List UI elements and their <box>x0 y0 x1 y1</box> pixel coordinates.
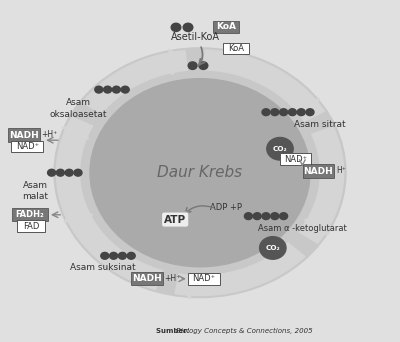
Circle shape <box>90 79 310 267</box>
Circle shape <box>48 169 56 176</box>
Text: Sumber:: Sumber: <box>156 328 192 334</box>
Text: KoA: KoA <box>216 22 236 31</box>
Text: CO₂: CO₂ <box>273 146 287 152</box>
Polygon shape <box>299 127 344 243</box>
Text: KoA: KoA <box>228 44 244 53</box>
Text: Asam suksinat: Asam suksinat <box>70 263 136 272</box>
Circle shape <box>65 169 73 176</box>
FancyBboxPatch shape <box>303 165 334 178</box>
Circle shape <box>183 23 193 31</box>
Polygon shape <box>204 50 324 121</box>
Text: NAD⁺: NAD⁺ <box>192 274 216 283</box>
Text: NAD⁺: NAD⁺ <box>16 142 39 151</box>
Text: Asam sitrat: Asam sitrat <box>294 120 346 129</box>
Text: Asam
malat: Asam malat <box>22 181 48 201</box>
Text: +H⁺: +H⁺ <box>164 274 181 282</box>
Circle shape <box>288 109 296 116</box>
Polygon shape <box>177 274 196 299</box>
FancyBboxPatch shape <box>213 21 239 33</box>
Text: NADH: NADH <box>304 167 333 175</box>
Polygon shape <box>175 243 305 295</box>
Circle shape <box>253 213 261 220</box>
Circle shape <box>74 169 82 176</box>
Circle shape <box>297 109 305 116</box>
Circle shape <box>56 169 64 176</box>
Text: NADH: NADH <box>132 274 162 283</box>
Text: NADH: NADH <box>9 131 39 140</box>
Text: H⁺: H⁺ <box>336 166 346 175</box>
Text: NAD⁺: NAD⁺ <box>284 155 307 163</box>
Circle shape <box>199 62 208 69</box>
FancyBboxPatch shape <box>17 220 46 232</box>
Polygon shape <box>169 49 186 75</box>
Text: CO₂: CO₂ <box>266 245 280 251</box>
Circle shape <box>271 109 279 116</box>
Circle shape <box>104 86 112 93</box>
FancyBboxPatch shape <box>8 129 40 142</box>
Circle shape <box>188 62 197 69</box>
Circle shape <box>118 252 126 259</box>
FancyBboxPatch shape <box>11 141 44 152</box>
Polygon shape <box>63 203 163 289</box>
Text: FADH₂: FADH₂ <box>16 210 44 219</box>
Circle shape <box>121 86 129 93</box>
Circle shape <box>127 252 135 259</box>
Circle shape <box>101 252 109 259</box>
Circle shape <box>306 109 314 116</box>
Circle shape <box>280 109 288 116</box>
Text: Biology Concepts & Connections, 2005: Biology Concepts & Connections, 2005 <box>176 328 313 334</box>
Polygon shape <box>62 121 88 140</box>
FancyBboxPatch shape <box>188 273 220 285</box>
Polygon shape <box>305 219 330 237</box>
Circle shape <box>267 137 293 160</box>
Text: Asetil-KoA: Asetil-KoA <box>171 32 220 42</box>
Text: ADP +P: ADP +P <box>210 203 242 212</box>
Circle shape <box>244 213 252 220</box>
Text: FAD: FAD <box>23 222 39 231</box>
Text: Daur Krebs: Daur Krebs <box>158 165 242 180</box>
FancyBboxPatch shape <box>280 153 311 165</box>
FancyBboxPatch shape <box>12 208 48 222</box>
Text: Asam α -ketoglutarat: Asam α -ketoglutarat <box>258 224 346 233</box>
Text: Asam
oksaloasetat: Asam oksaloasetat <box>49 98 107 119</box>
Circle shape <box>110 252 118 259</box>
Circle shape <box>54 48 346 298</box>
Circle shape <box>280 213 288 220</box>
Text: ATP: ATP <box>164 214 186 225</box>
Polygon shape <box>82 51 188 114</box>
Circle shape <box>171 23 181 31</box>
Circle shape <box>112 86 120 93</box>
FancyBboxPatch shape <box>223 43 249 54</box>
Text: +H⁺: +H⁺ <box>41 130 58 139</box>
Polygon shape <box>56 117 96 234</box>
Circle shape <box>271 213 279 220</box>
Circle shape <box>95 86 103 93</box>
Circle shape <box>262 109 270 116</box>
Polygon shape <box>64 206 93 223</box>
FancyBboxPatch shape <box>131 272 164 285</box>
Polygon shape <box>293 98 319 116</box>
Circle shape <box>262 213 270 220</box>
Circle shape <box>260 237 286 259</box>
